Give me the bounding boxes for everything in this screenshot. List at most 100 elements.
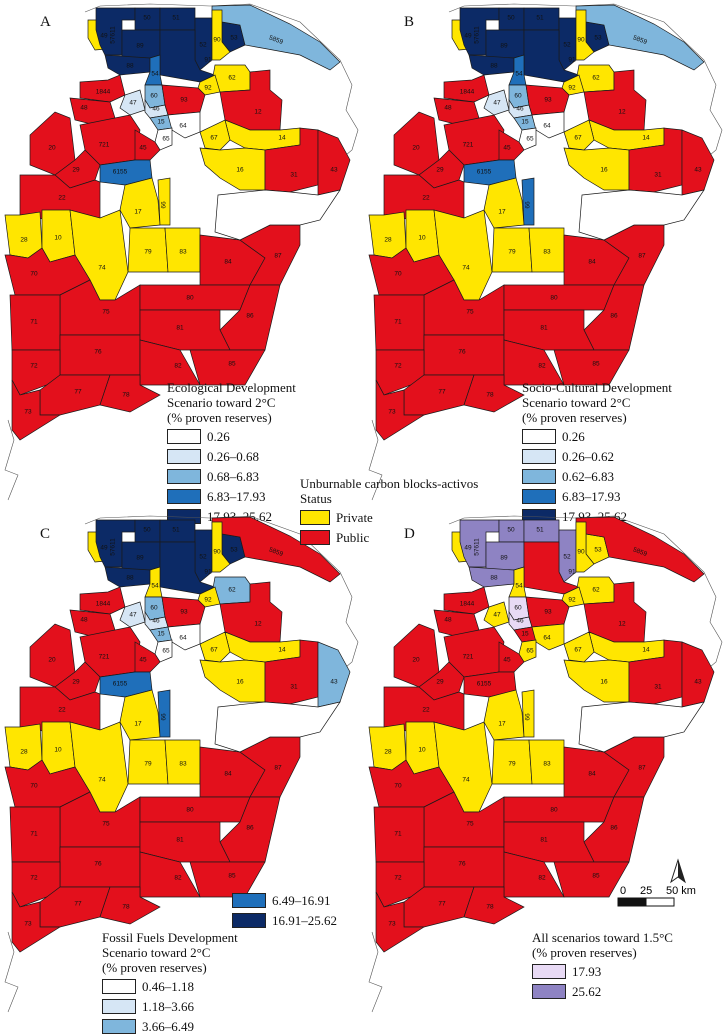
block-85 [189, 349, 266, 386]
block-label-65: 65 [162, 136, 170, 143]
block-85 [553, 349, 630, 386]
block-88 [468, 54, 515, 76]
block-78 [99, 374, 161, 413]
block-label-49: 49 [464, 545, 472, 552]
block-label-52: 52 [563, 554, 571, 561]
block-label-28: 28 [384, 237, 392, 244]
block-label-74: 74 [98, 265, 106, 272]
block-45 [498, 641, 525, 673]
unassigned-area [578, 701, 705, 753]
block-label-46: 46 [152, 618, 160, 625]
legend-class-row: 0.26 [167, 427, 296, 445]
block-label-53: 53 [594, 547, 602, 554]
block-label-721: 721 [99, 654, 110, 661]
block-label-60: 60 [150, 93, 158, 100]
block-label-48: 48 [444, 105, 452, 112]
block-label-22: 22 [422, 195, 430, 202]
block-label-29: 29 [72, 679, 80, 686]
block-label-67: 67 [574, 647, 582, 654]
block-label-70: 70 [394, 783, 402, 790]
scale-and-north: 0 25 50 km [616, 858, 706, 921]
block-label-47: 47 [129, 612, 137, 619]
block-45 [134, 129, 161, 161]
legend-class-row: 0.68–6.83 [167, 467, 296, 485]
block-label-93: 93 [180, 97, 188, 104]
legend-class-row: 3.66–6.49 [102, 1017, 238, 1035]
block-92 [561, 74, 585, 96]
block-label-73: 73 [24, 409, 32, 416]
block-label-1844: 1844 [460, 89, 475, 96]
block-label-75: 75 [102, 309, 110, 316]
block-label-17: 17 [134, 721, 142, 728]
block-label-721: 721 [99, 142, 110, 149]
block-label-79: 79 [508, 249, 516, 256]
block-label-89: 89 [136, 43, 144, 50]
block-label-76: 76 [94, 861, 102, 868]
legend-b-classes: 0.26 0.26–0.62 0.62–6.83 6.83–17.93 17.93–25… [522, 427, 672, 525]
block-label-5859: 5859 [268, 34, 284, 46]
legend-class-label: 0.26 [562, 428, 585, 444]
block-label-50: 50 [507, 527, 515, 534]
legend-swatch [102, 978, 136, 994]
block-label-14: 14 [642, 647, 650, 654]
block-45 [498, 129, 525, 161]
legend-class-row: 17.93 [532, 962, 673, 980]
block-label-6155: 6155 [477, 681, 492, 688]
block-label-76: 76 [94, 349, 102, 356]
legend-a-classes: 0.26 0.26–0.68 0.68–6.83 6.83–17.93 17.93–25… [167, 427, 296, 525]
legend-class-label: 16.91–25.62 [272, 912, 337, 928]
block-label-31: 31 [290, 684, 298, 691]
block-16 [199, 147, 266, 191]
block-78 [463, 374, 525, 413]
block-64 [531, 111, 565, 139]
legend-b-title-2: Scenario toward 2°C [522, 395, 631, 410]
block-64 [531, 623, 565, 651]
block-label-48: 48 [80, 105, 88, 112]
block-label-92: 92 [568, 597, 576, 604]
block-82 [139, 851, 201, 898]
scale-bar-black [617, 897, 647, 907]
block-73 [11, 891, 62, 953]
block-label-66: 66 [161, 201, 168, 209]
status-legend-title-2: Status [300, 491, 332, 506]
block-80 [503, 284, 615, 311]
block-label-1844: 1844 [96, 601, 111, 608]
block-label-10: 10 [418, 747, 426, 754]
block-43 [681, 129, 715, 196]
block-92 [197, 74, 221, 96]
north-arrow-and-scale-bar: 0 25 50 km [617, 858, 696, 907]
legend-class-label: 25.62 [572, 983, 602, 999]
block-labels: 49 57611 50 51 53 5859 52 90 89 88 91 54… [20, 527, 338, 928]
unassigned-area [214, 701, 341, 753]
block-label-65: 65 [526, 136, 534, 143]
legend-a-title-3: (% proven reserves) [167, 410, 272, 425]
block-label-77: 77 [74, 901, 82, 908]
block-label-75: 75 [102, 821, 110, 828]
legend-swatch [522, 428, 556, 444]
block-label-721: 721 [463, 142, 474, 149]
block-label-62: 62 [592, 587, 600, 594]
block-73 [11, 379, 62, 441]
block-label-15: 15 [521, 119, 529, 126]
block-label-10: 10 [54, 235, 62, 242]
block-label-45: 45 [139, 145, 147, 152]
block-label-28: 28 [384, 749, 392, 756]
legend-swatch [167, 468, 201, 484]
legend-class-label: 6.49–16.91 [272, 892, 331, 908]
block-80 [139, 796, 251, 823]
block-16 [563, 147, 630, 191]
legend-b-title-3: (% proven reserves) [522, 410, 627, 425]
block-78 [99, 886, 161, 925]
block-label-49: 49 [100, 545, 108, 552]
legend-swatch [232, 912, 266, 928]
block-65 [518, 639, 537, 663]
block-label-51: 51 [172, 527, 180, 534]
block-label-72: 72 [394, 363, 402, 370]
block-label-46: 46 [516, 106, 524, 113]
block-47 [483, 89, 510, 116]
block-label-84: 84 [224, 771, 232, 778]
legend-class-label: 0.46–1.18 [142, 978, 194, 994]
block-label-87: 87 [274, 253, 282, 260]
block-28 [4, 211, 43, 259]
block-45 [134, 641, 161, 673]
